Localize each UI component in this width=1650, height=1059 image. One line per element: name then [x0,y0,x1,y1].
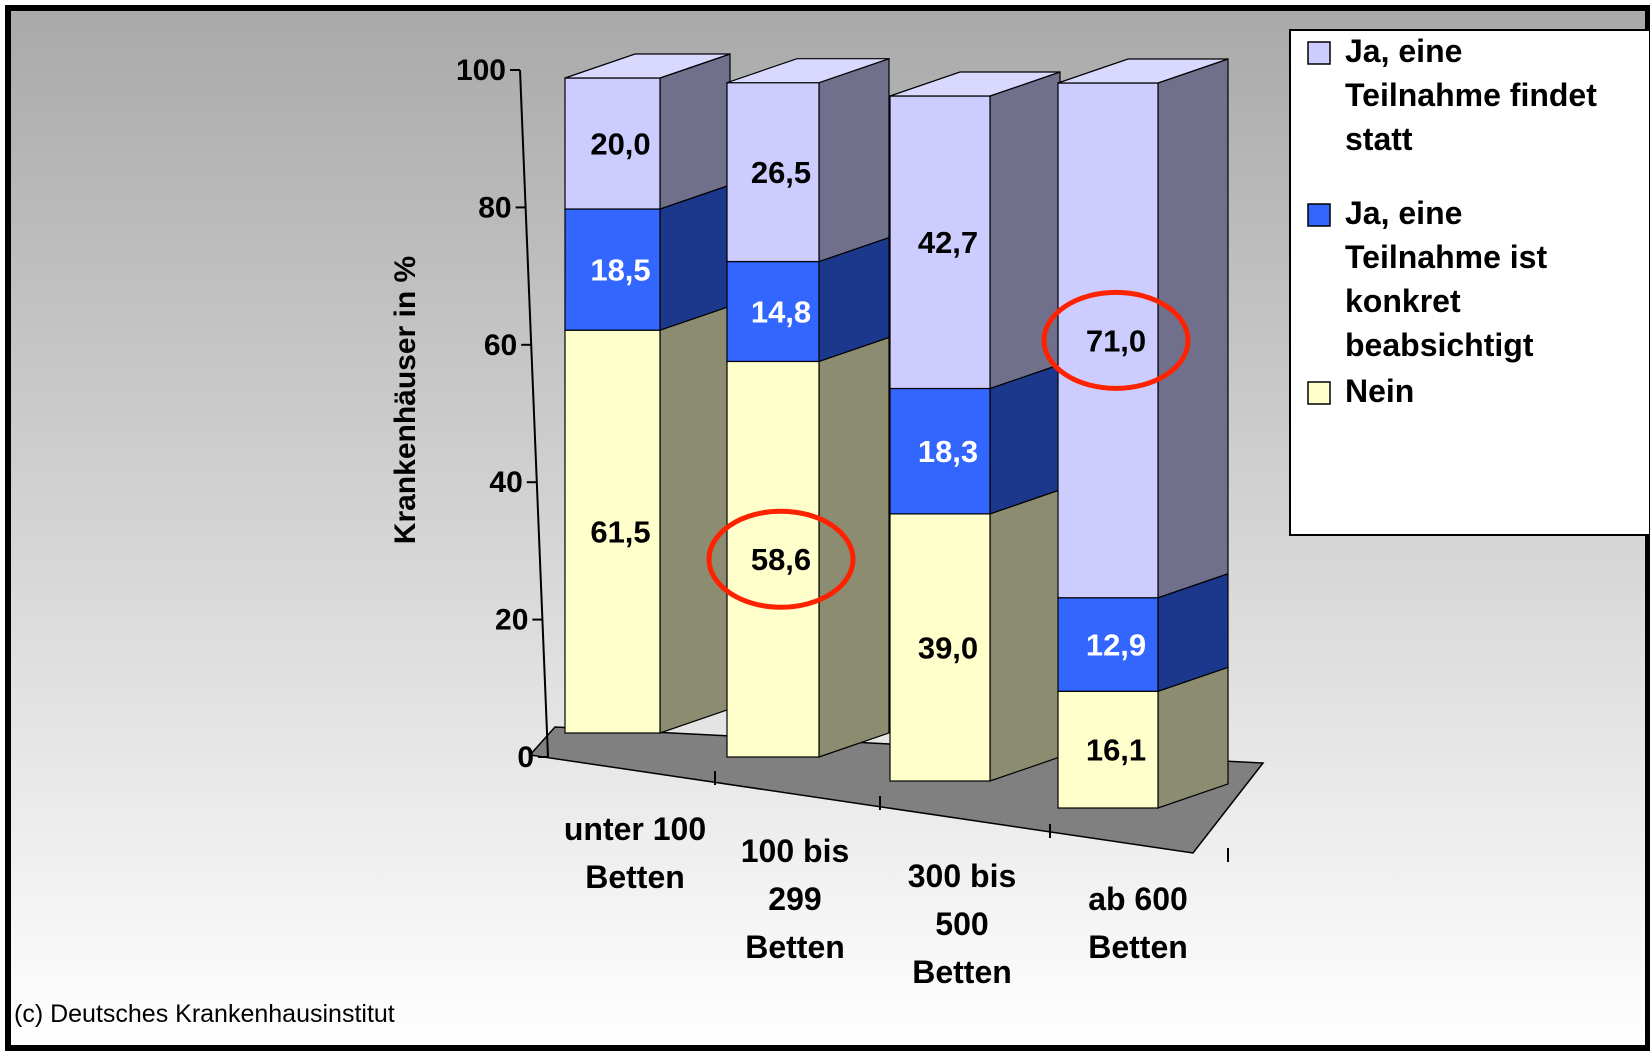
bar-side-3-0 [1157,666,1229,809]
highlight-circle-0 [706,508,856,610]
legend-label-1-0: Ja, eine [1345,195,1462,231]
y-tick-label-80: 80 [478,191,511,224]
category-label-3-0: ab 600 [1088,881,1188,917]
category-label-2-2: Betten [912,954,1012,990]
data-label-3-2: 71,0 [1086,323,1146,358]
legend-label-0-0: Ja, eine [1345,33,1462,69]
bar-segment-0-2 [564,77,661,210]
data-label-0-0: 61,5 [590,515,650,550]
bar-segment-1-1 [726,260,820,363]
bar-side-2-2 [989,71,1061,390]
legend-label-1-1: Teilnahme ist [1345,239,1547,275]
highlight-circle-1 [1041,289,1191,391]
legend-label-1-2: konkret [1345,283,1461,319]
data-label-2-1: 18,3 [918,434,978,469]
bar-side-1-2 [818,57,890,263]
bar-top-1 [726,58,890,84]
legend-label-0-1: Teilnahme findet [1345,77,1597,113]
data-label-1-2: 26,5 [751,155,811,190]
y-tick-label-100: 100 [456,54,506,87]
bar-top-2 [889,71,1061,97]
y-axis-line [519,69,549,758]
legend-label-2-0: Nein [1345,373,1414,409]
data-label-2-2: 42,7 [918,225,978,260]
data-label-0-1: 18,5 [590,253,650,288]
bar-segment-2-1 [889,387,991,515]
bar-segment-2-0 [889,513,991,782]
bar-side-0-1 [659,184,731,332]
data-label-2-0: 39,0 [918,630,978,665]
bar-side-2-0 [989,489,1061,782]
bar-side-3-2 [1157,58,1229,599]
bar-top-3 [1057,58,1229,84]
category-label-0-1: Betten [585,859,685,895]
category-label-2-1: 500 [935,906,988,942]
category-label-1-1: 299 [768,881,821,917]
legend-swatch-1 [1307,203,1331,227]
bar-side-2-1 [989,363,1061,515]
credit-text: (c) Deutsches Krankenhausinstitut [14,1000,395,1028]
data-label-0-2: 20,0 [590,127,650,162]
bar-segment-0-1 [564,208,661,331]
bar-side-0-2 [659,53,731,210]
category-label-2-0: 300 bis [908,858,1017,894]
legend-swatch-0 [1307,41,1331,65]
category-label-1-2: Betten [745,929,845,965]
legend-label-0-2: statt [1345,121,1413,157]
bar-segment-1-2 [726,82,820,263]
legend-swatch-2 [1307,381,1331,405]
bar-segment-3-2 [1057,82,1159,599]
bar-segment-0-0 [564,329,661,734]
data-label-1-0: 58,6 [751,542,811,577]
y-tick-label-0: 0 [517,741,534,774]
category-label-3-1: Betten [1088,929,1188,965]
bar-side-0-0 [659,305,731,734]
y-tick-label-60: 60 [484,329,517,362]
bar-segment-3-1 [1057,597,1159,692]
bar-segment-2-2 [889,95,991,390]
y-tick-label-20: 20 [495,604,528,637]
data-label-3-0: 16,1 [1086,733,1146,768]
legend-box [1289,29,1650,536]
legend-label-1-3: beabsichtigt [1345,327,1534,363]
category-label-1-0: 100 bis [741,833,850,869]
bar-top-0 [564,53,731,79]
category-label-0-0: unter 100 [564,811,706,847]
bar-side-1-0 [818,336,890,758]
bar-segment-3-0 [1057,690,1159,809]
y-tick-label-40: 40 [489,466,522,499]
y-axis-label: Krankenhäuser in % [389,256,422,544]
bar-segment-1-0 [726,360,820,758]
data-label-3-1: 12,9 [1086,628,1146,663]
data-label-1-1: 14,8 [751,295,811,330]
